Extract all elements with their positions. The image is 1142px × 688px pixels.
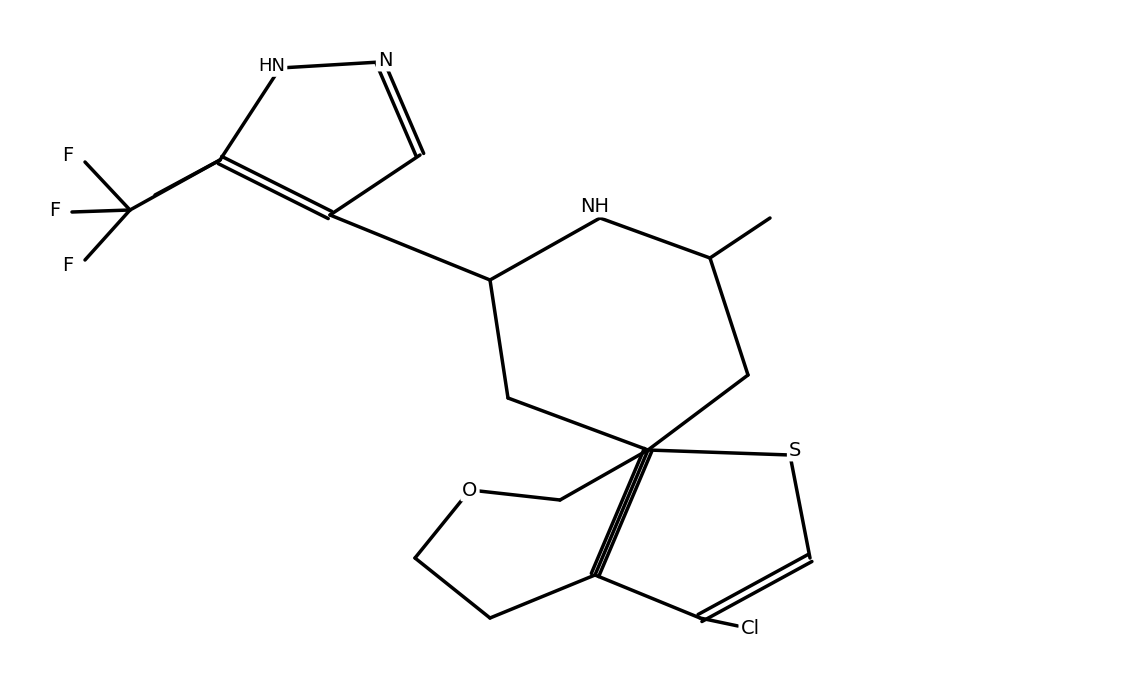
Text: N: N bbox=[378, 50, 392, 69]
Text: O: O bbox=[463, 480, 477, 499]
Text: S: S bbox=[789, 440, 802, 460]
Text: F: F bbox=[63, 145, 73, 164]
Text: F: F bbox=[49, 200, 61, 219]
Text: HN: HN bbox=[258, 57, 286, 75]
Text: Cl: Cl bbox=[740, 619, 759, 638]
Text: NH: NH bbox=[580, 197, 610, 215]
Text: F: F bbox=[63, 255, 73, 275]
